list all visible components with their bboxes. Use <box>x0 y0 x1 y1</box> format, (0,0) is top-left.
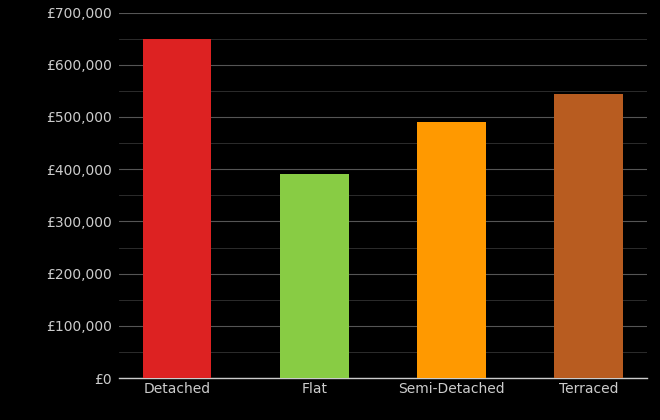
Bar <box>554 94 623 378</box>
Bar <box>280 174 348 378</box>
Bar <box>417 122 486 378</box>
Bar <box>143 39 211 378</box>
